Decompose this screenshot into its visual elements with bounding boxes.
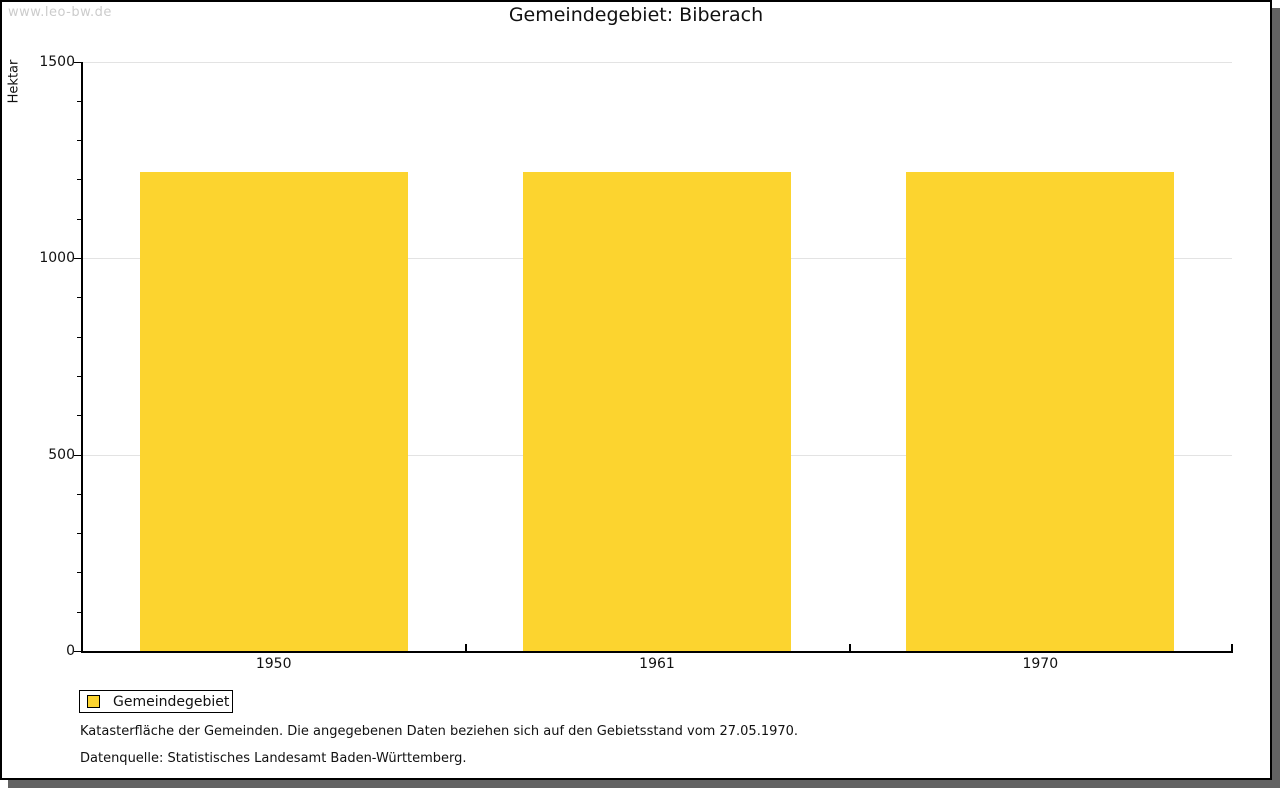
y-tick-label-1500: 1500: [39, 53, 75, 70]
footnote-data-source: Datenquelle: Statistisches Landesamt Bad…: [80, 751, 467, 766]
footnote-source-note: Katasterfläche der Gemeinden. Die angege…: [80, 724, 799, 739]
y-axis-label: Hektar: [6, 59, 22, 104]
y-axis-line: [81, 61, 83, 653]
y-tick-1000: [74, 258, 82, 259]
chart-window: www.leo-bw.de Gemeindegebiet: Biberach H…: [0, 0, 1272, 780]
y-minor-tick-800: [77, 336, 82, 338]
x-tick-label-1970: 1970: [1022, 656, 1059, 672]
y-minor-tick-300: [77, 533, 82, 535]
y-minor-tick-700: [77, 375, 82, 377]
y-tick-0: [74, 651, 82, 652]
x-divider-tick-2: [848, 644, 851, 651]
legend-label: Gemeindegebiet: [113, 693, 230, 710]
bar-1950: [139, 171, 408, 651]
y-tick-label-1000: 1000: [39, 250, 75, 266]
y-tick-500: [74, 454, 82, 456]
y-minor-tick-600: [77, 415, 82, 417]
gridline-1500: [82, 61, 1232, 63]
y-minor-tick-100: [77, 611, 82, 613]
y-minor-tick-200: [77, 572, 82, 574]
y-minor-tick-1400: [77, 100, 82, 102]
y-minor-tick-900: [77, 297, 82, 299]
legend-swatch-gemeindegebiet: [87, 695, 100, 708]
y-minor-tick-1200: [77, 179, 82, 181]
y-minor-tick-1300: [77, 140, 82, 142]
watermark: www.leo-bw.de: [8, 5, 112, 20]
bar-1961: [522, 171, 792, 651]
x-axis-end-tick: [1231, 644, 1233, 651]
legend: Gemeindegebiet: [79, 690, 233, 713]
y-tick-label-500: 500: [48, 446, 75, 463]
bar-1970: [906, 171, 1175, 651]
x-divider-tick-1: [465, 644, 468, 651]
x-tick-label-1950: 1950: [255, 656, 292, 672]
y-minor-tick-400: [77, 493, 82, 495]
y-tick-label-0: 0: [66, 643, 75, 659]
x-tick-label-1961: 1961: [639, 656, 675, 672]
y-tick-1500: [74, 61, 82, 63]
chart-title: Gemeindegebiet: Biberach: [508, 4, 764, 26]
x-axis-line: [81, 651, 1233, 653]
y-minor-tick-1100: [77, 218, 82, 220]
